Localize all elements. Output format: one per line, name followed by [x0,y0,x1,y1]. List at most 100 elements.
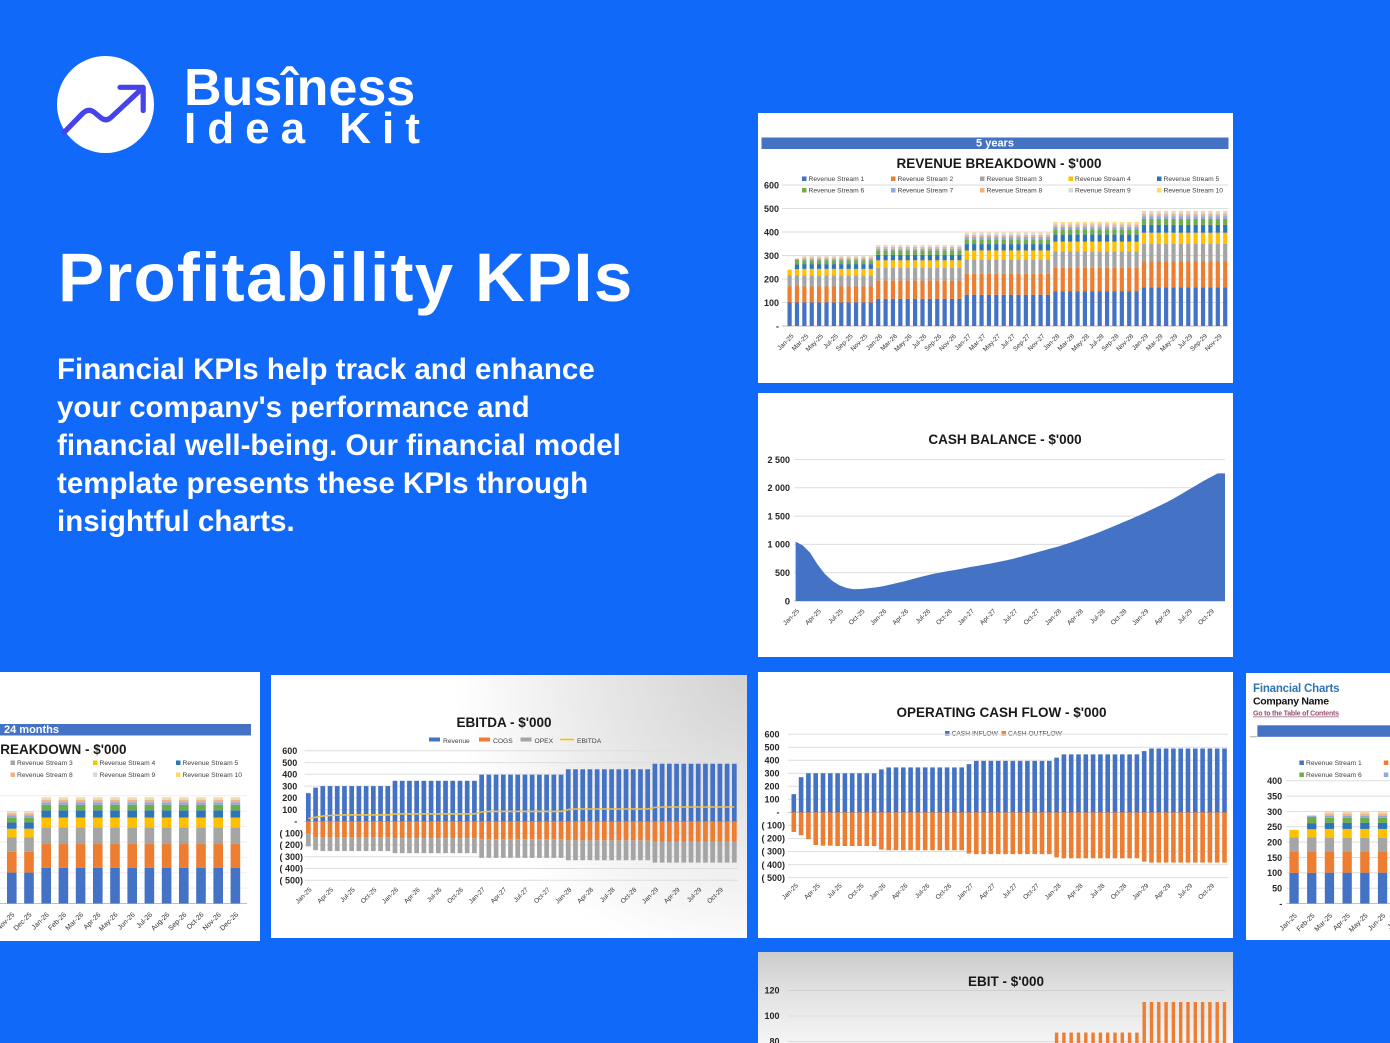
svg-text:200: 200 [764,782,779,792]
svg-text:Jun-25: Jun-25 [1367,912,1387,932]
svg-text:Revenue Stream 6: Revenue Stream 6 [1306,772,1362,779]
svg-text:Feb-26: Feb-26 [47,911,68,932]
svg-text:Apr-28: Apr-28 [576,886,595,905]
svg-text:Oct-28: Oct-28 [1110,608,1129,627]
svg-text:REVENUE BREAKDOWN - $'000: REVENUE BREAKDOWN - $'000 [0,742,127,757]
svg-text:Revenue Stream 1: Revenue Stream 1 [1306,760,1362,767]
svg-text:Revenue Stream 10: Revenue Stream 10 [1164,188,1224,195]
svg-text:Revenue Stream 2: Revenue Stream 2 [898,176,954,183]
svg-text:( 200): ( 200) [279,840,303,850]
svg-text:Mar-26: Mar-26 [65,911,86,932]
svg-text:Oct-26: Oct-26 [935,608,954,627]
svg-text:Jul-26: Jul-26 [915,608,933,626]
svg-text:Apr-28: Apr-28 [1066,608,1085,627]
svg-text:100: 100 [1267,868,1282,878]
svg-text:Revenue Stream 4: Revenue Stream 4 [1075,176,1131,183]
svg-text:EBITDA - $'000: EBITDA - $'000 [457,715,552,730]
svg-text:600: 600 [282,746,297,756]
svg-text:Jan-28: Jan-28 [1044,608,1063,627]
svg-text:Jan-29: Jan-29 [1131,882,1150,901]
svg-text:Jan-26: Jan-26 [869,882,888,901]
svg-text:400: 400 [1267,776,1282,786]
svg-text:Oct-29: Oct-29 [706,886,725,905]
svg-text:Oct-25: Oct-25 [360,886,379,905]
svg-text:CASH BALANCE - $'000: CASH BALANCE - $'000 [928,432,1081,447]
svg-text:100: 100 [764,1011,779,1021]
svg-text:400: 400 [764,755,779,765]
svg-text:Jul-27: Jul-27 [1001,882,1019,900]
svg-text:Apr-27: Apr-27 [978,882,997,901]
svg-text:500: 500 [282,758,297,768]
svg-text:Apr-25: Apr-25 [803,882,822,901]
svg-text:200: 200 [282,793,297,803]
svg-text:Jan-27: Jan-27 [468,886,487,905]
svg-text:Jul-27: Jul-27 [513,886,531,904]
svg-text:( 100): ( 100) [279,828,303,838]
svg-text:150: 150 [1267,853,1282,863]
svg-text:Jan-25: Jan-25 [294,886,313,905]
svg-text:Revenue: Revenue [443,738,470,745]
svg-text:Jan-26: Jan-26 [381,886,400,905]
svg-text:300: 300 [764,769,779,779]
svg-text:24 months: 24 months [4,724,59,736]
svg-text:Go to the Table of Contents: Go to the Table of Contents [1253,711,1339,718]
svg-text:-: - [294,817,297,827]
svg-text:( 500): ( 500) [761,873,785,883]
svg-text:Jun-26: Jun-26 [117,911,137,931]
svg-text:Nov-29: Nov-29 [1204,333,1224,353]
svg-text:Jan-29: Jan-29 [1131,608,1150,627]
svg-text:300: 300 [1267,807,1282,817]
svg-text:Jan-29: Jan-29 [641,886,660,905]
svg-text:Jan-26: Jan-26 [869,608,888,627]
svg-text:Oct-26: Oct-26 [446,886,465,905]
svg-text:Revenue Stream 6: Revenue Stream 6 [809,188,865,195]
svg-text:400: 400 [764,227,779,237]
svg-text:Oct-25: Oct-25 [847,882,866,901]
svg-text:Oct-25: Oct-25 [848,608,867,627]
svg-text:Jul-25: Jul-25 [827,608,845,626]
svg-text:EBIT - $'000: EBIT - $'000 [968,974,1044,989]
svg-text:Oct-28: Oct-28 [1110,882,1129,901]
svg-text:Apr-27: Apr-27 [979,608,998,627]
svg-text:Apr-25: Apr-25 [804,608,823,627]
svg-text:120: 120 [764,986,779,996]
svg-text:300: 300 [282,781,297,791]
svg-text:May-26: May-26 [98,911,120,933]
svg-text:Jul-28: Jul-28 [599,886,617,904]
svg-text:Apr-27: Apr-27 [490,886,509,905]
svg-text:Apr-25: Apr-25 [316,886,335,905]
svg-text:350: 350 [1267,791,1282,801]
svg-text:Apr-26: Apr-26 [891,608,910,627]
svg-text:Jul-26: Jul-26 [426,886,444,904]
svg-text:Oct-27: Oct-27 [1022,608,1041,627]
svg-text:100: 100 [282,805,297,815]
svg-text:500: 500 [775,568,790,578]
svg-text:( 400): ( 400) [279,864,303,874]
svg-text:400: 400 [282,770,297,780]
svg-text:Jan-27: Jan-27 [956,882,975,901]
svg-text:( 400): ( 400) [761,860,785,870]
svg-text:1 500: 1 500 [767,511,790,521]
svg-text:Jan-27: Jan-27 [957,608,976,627]
svg-text:Jul-25: Jul-25 [339,886,357,904]
svg-text:Revenue Stream 9: Revenue Stream 9 [1075,188,1131,195]
svg-text:200: 200 [764,274,779,284]
svg-text:5 years: 5 years [976,138,1014,150]
svg-text:600: 600 [764,180,779,190]
svg-text:Jan-28: Jan-28 [554,886,573,905]
svg-text:EBITDA: EBITDA [577,738,602,745]
svg-text:Dec-25: Dec-25 [13,911,34,932]
svg-text:Revenue Stream 9: Revenue Stream 9 [100,772,156,779]
svg-text:500: 500 [764,204,779,214]
svg-text:COGS: COGS [493,738,513,745]
svg-text:0: 0 [785,596,790,607]
svg-text:Revenue Stream 3: Revenue Stream 3 [987,176,1043,183]
svg-text:( 100): ( 100) [761,821,785,831]
svg-text:Oct-29: Oct-29 [1197,882,1216,901]
svg-text:Oct-27: Oct-27 [533,886,552,905]
svg-text:1 000: 1 000 [767,540,790,550]
svg-text:Dec-26: Dec-26 [219,911,240,932]
svg-text:Jul-26: Jul-26 [914,882,932,900]
svg-text:Revenue Stream 5: Revenue Stream 5 [1164,176,1220,183]
svg-text:Apr-28: Apr-28 [1066,882,1085,901]
